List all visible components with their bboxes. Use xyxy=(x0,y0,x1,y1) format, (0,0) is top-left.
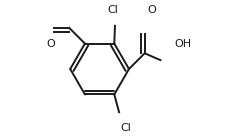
Text: Cl: Cl xyxy=(107,5,118,15)
Text: O: O xyxy=(147,5,156,15)
Text: Cl: Cl xyxy=(120,123,131,133)
Text: OH: OH xyxy=(174,39,191,49)
Text: O: O xyxy=(46,39,55,49)
